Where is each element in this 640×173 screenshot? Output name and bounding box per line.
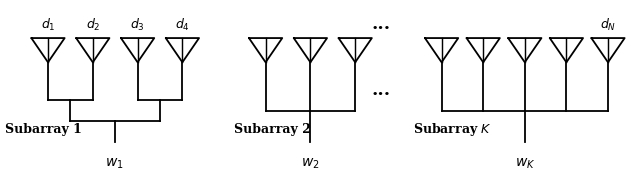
Text: $w_1$: $w_1$ [104,156,124,171]
Text: $w_K$: $w_K$ [515,156,535,171]
Text: $w_2$: $w_2$ [301,156,320,171]
Text: $d_3$: $d_3$ [130,17,145,33]
Text: $d_2$: $d_2$ [86,17,100,33]
Text: ...: ... [371,81,390,99]
Text: Subarray 2: Subarray 2 [234,123,310,136]
Text: ...: ... [371,15,390,33]
Text: $d_1$: $d_1$ [41,17,55,33]
Text: $d_N$: $d_N$ [600,17,616,33]
Text: Subarray $K$: Subarray $K$ [413,121,492,138]
Text: Subarray 1: Subarray 1 [5,123,82,136]
Text: $d_4$: $d_4$ [175,17,190,33]
